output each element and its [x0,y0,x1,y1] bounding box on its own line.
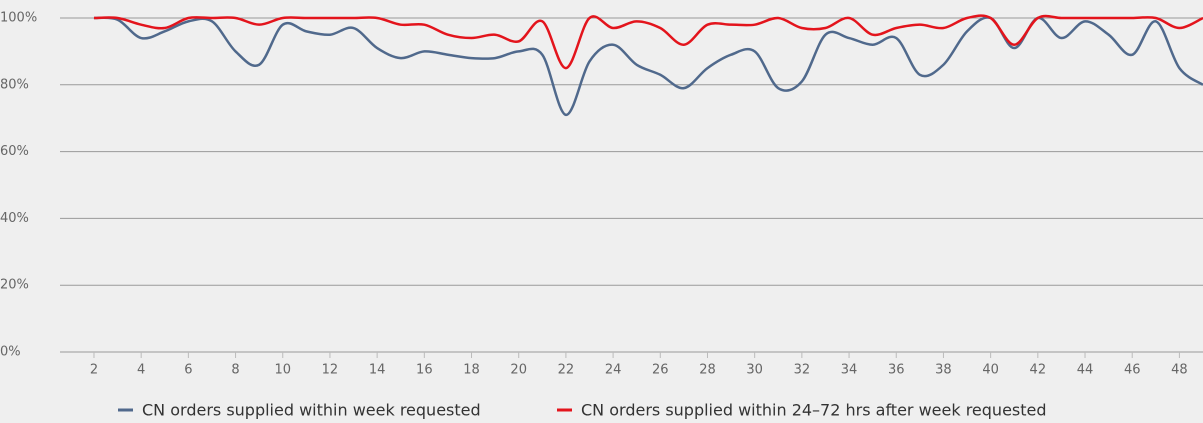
x-tick-label: 36 [888,363,905,378]
x-tick-label: 12 [322,363,339,378]
x-tick-label: 48 [1171,363,1188,378]
x-tick-label: 2 [90,363,98,378]
x-tick-label: 34 [841,363,858,378]
x-tick-label: 16 [416,363,433,378]
legend-label: CN orders supplied within 24–72 hrs afte… [581,401,1047,420]
x-tick-label: 18 [463,363,480,378]
x-tick-label: 26 [652,363,669,378]
x-tick-label: 40 [982,363,999,378]
x-tick-label: 42 [1030,363,1047,378]
x-tick-label: 8 [231,363,239,378]
y-tick-label: 20% [0,278,29,293]
x-tick-label: 30 [746,363,763,378]
y-tick-label: 40% [0,211,29,226]
x-tick-label: 38 [935,363,952,378]
y-tick-label: 100% [0,11,37,26]
x-tick-label: 10 [274,363,291,378]
series-line [93,16,1203,117]
x-tick-label: 28 [699,363,716,378]
x-tick-label: 44 [1077,363,1094,378]
x-tick-label: 4 [137,363,145,378]
legend: CN orders supplied within week requested… [118,401,1047,420]
y-tick-label: 0% [0,345,21,360]
x-tick-label: 46 [1124,363,1141,378]
x-tick-label: 22 [558,363,575,378]
x-tick-label: 32 [794,363,811,378]
series-line [93,14,1203,70]
y-tick-label: 80% [0,77,29,92]
x-tick-label: 6 [184,363,192,378]
x-tick-label: 20 [510,363,527,378]
x-tick-label: 14 [369,363,386,378]
x-tick-label: 24 [605,363,622,378]
legend-label: CN orders supplied within week requested [142,401,481,420]
y-tick-label: 60% [0,144,29,159]
